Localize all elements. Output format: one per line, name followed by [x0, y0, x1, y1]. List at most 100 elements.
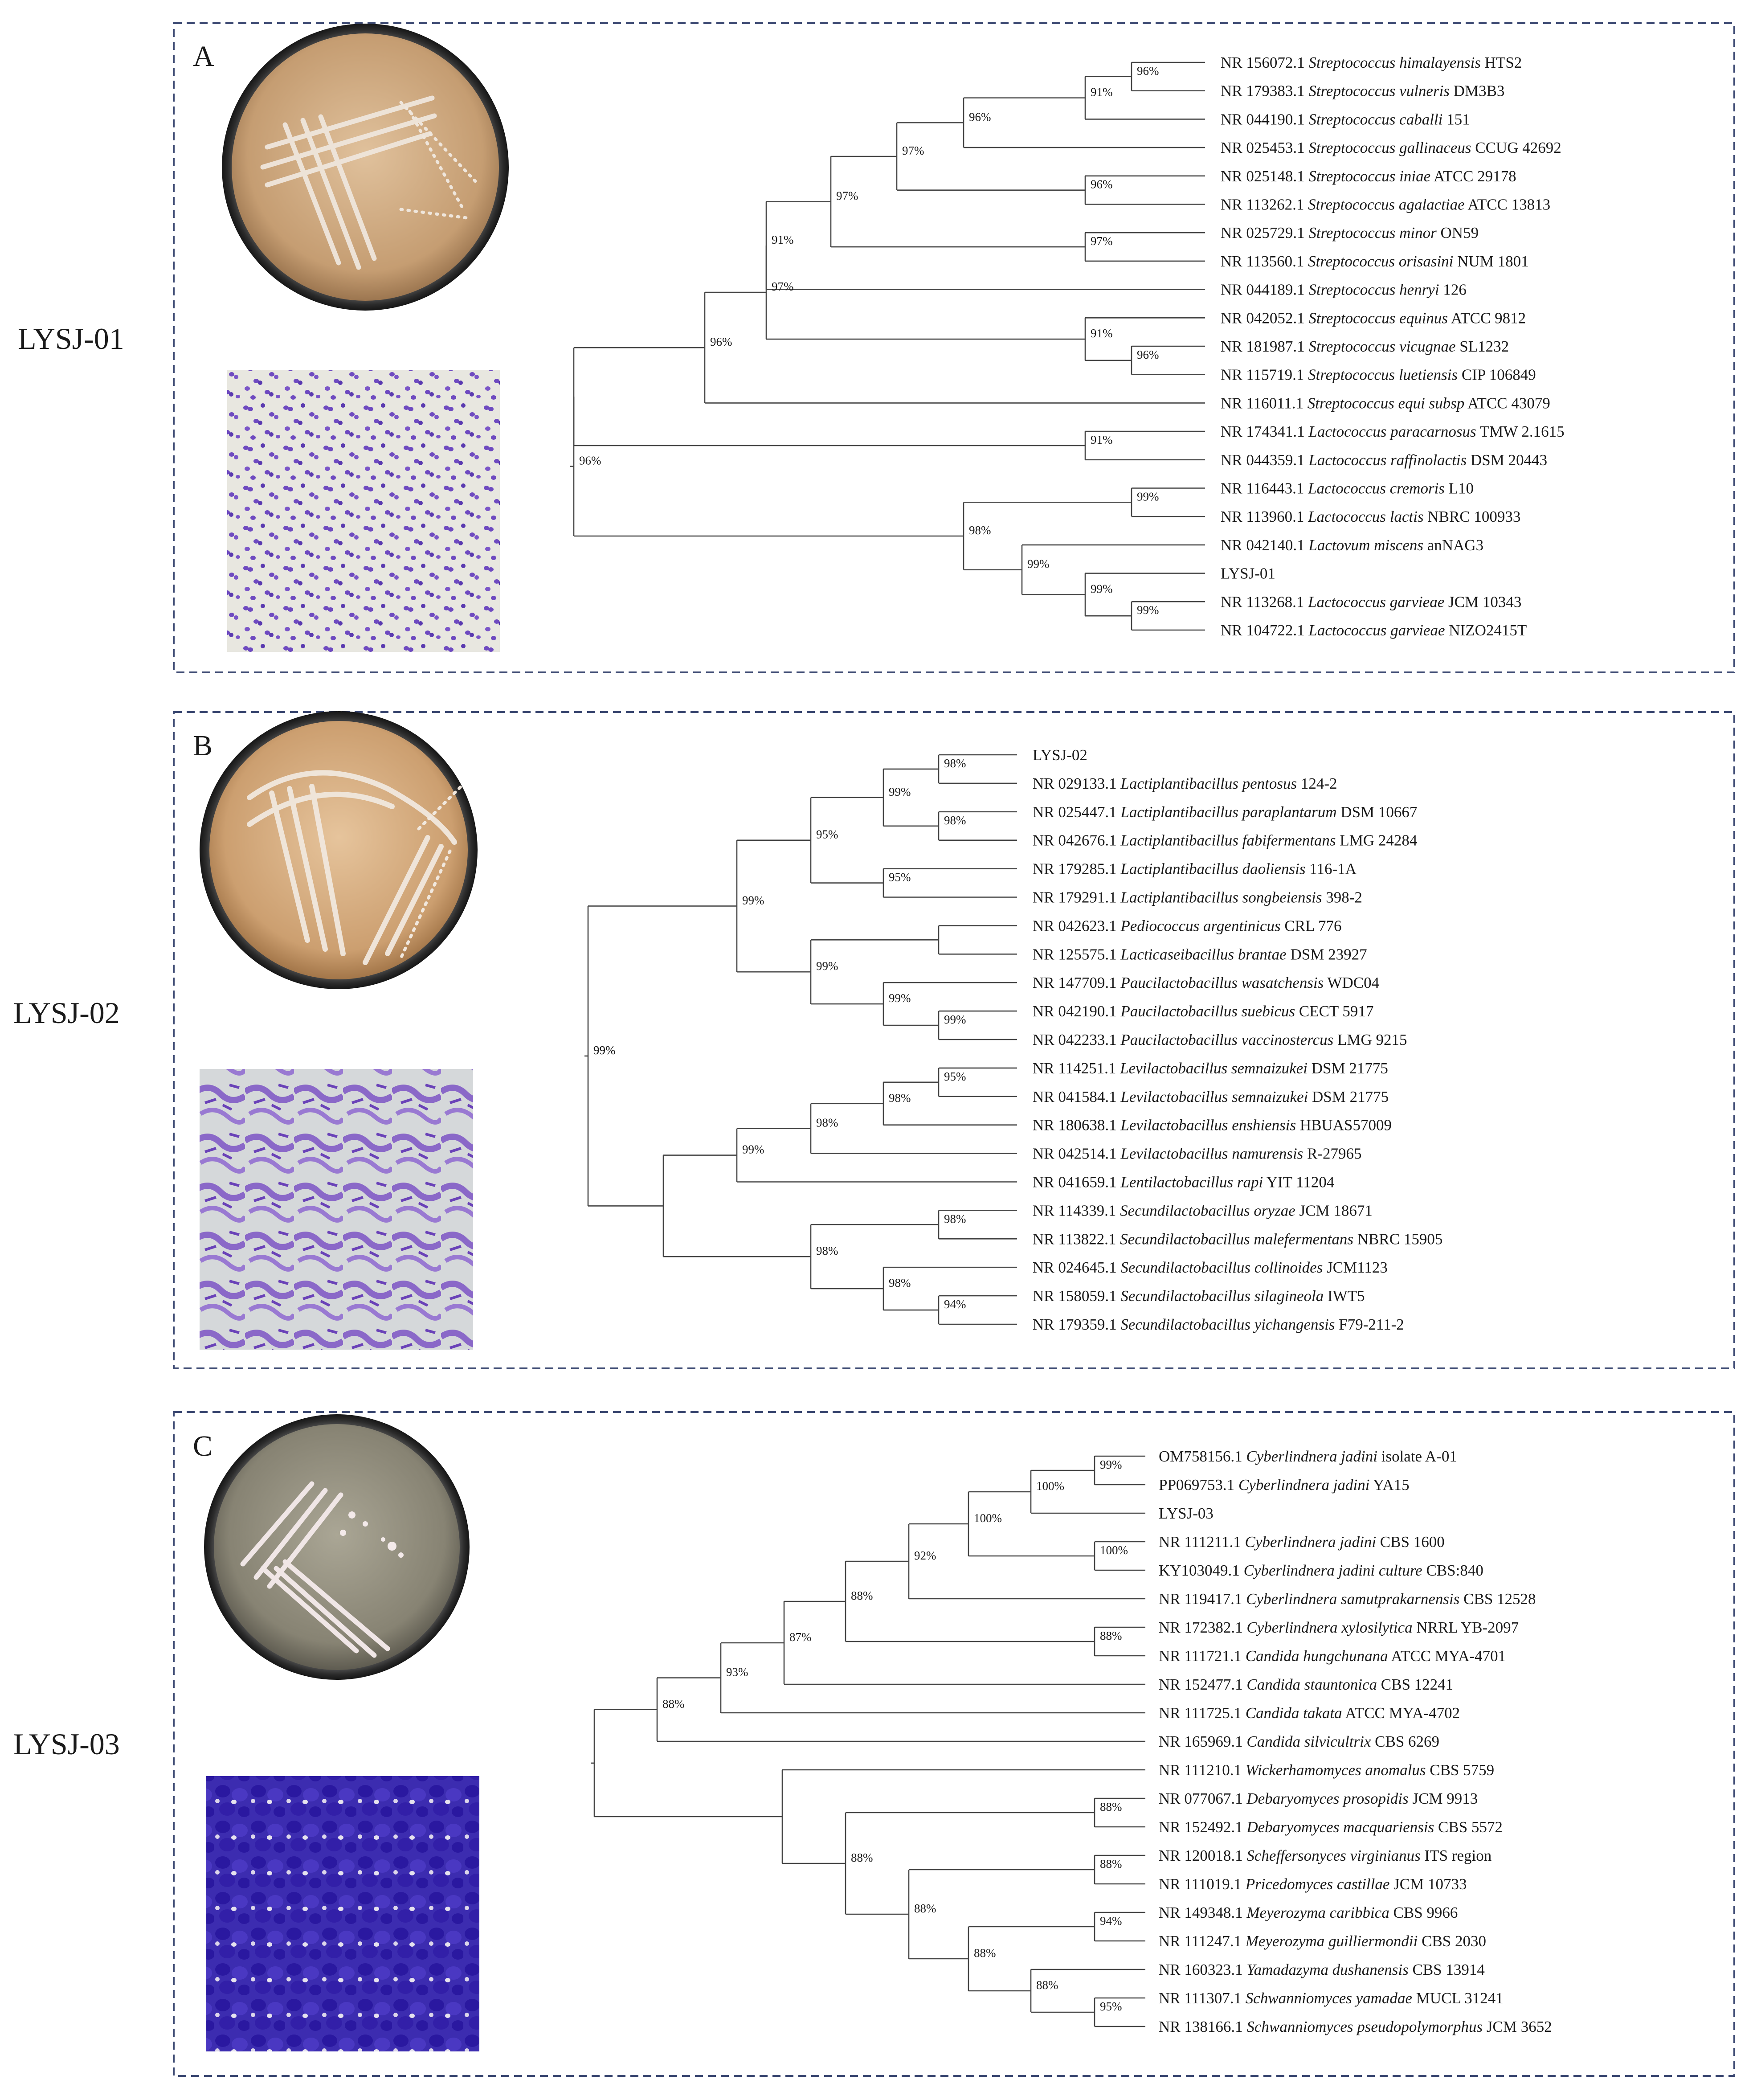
- leaf-species: Cyberlindnera jadini: [1241, 1533, 1376, 1551]
- leaf-strain: 151: [1442, 111, 1470, 128]
- tree-bootstrap-value: 96%: [710, 335, 732, 348]
- leaf-accession: NR 114339.1: [1033, 1202, 1116, 1219]
- leaf-strain: 124-2: [1297, 775, 1337, 792]
- leaf-accession: NR 042190.1: [1033, 1003, 1117, 1020]
- tree-bootstrap-value: 88%: [914, 1902, 936, 1915]
- panel-c-label: C: [193, 1430, 212, 1462]
- leaf-species: Cyberlindnera samutprakarnensis: [1242, 1590, 1459, 1608]
- leaf-accession: NR 041584.1: [1033, 1088, 1117, 1105]
- leaf-strain: ITS region: [1421, 1847, 1491, 1864]
- leaf-strain: DM3B3: [1450, 82, 1505, 100]
- tree-leaf-label: NR 138166.1 Schwanniomyces pseudopolymor…: [1159, 2018, 1552, 2035]
- tree-bootstrap-value: 99%: [1100, 1458, 1122, 1471]
- leaf-strain: NBRC 15905: [1353, 1230, 1442, 1248]
- leaf-accession: NR 158059.1: [1033, 1287, 1117, 1305]
- panel-b-frame: [173, 711, 1735, 1369]
- leaf-accession: LYSJ-03: [1159, 1505, 1214, 1522]
- tree-bootstrap-value: 92%: [914, 1549, 936, 1562]
- tree-leaf-label: NR 125575.1 Lacticaseibacillus brantae D…: [1033, 946, 1367, 963]
- tree-bootstrap-value: 99%: [593, 1044, 616, 1057]
- tree-leaf-label: NR 042676.1 Lactiplantibacillus fabiferm…: [1033, 832, 1417, 849]
- leaf-strain: NRRL YB-2097: [1413, 1619, 1519, 1636]
- leaf-species: Streptococcus gallinaceus: [1305, 139, 1471, 156]
- leaf-accession: NR 114251.1: [1033, 1060, 1116, 1077]
- leaf-species: Lactiplantibacillus pentosus: [1117, 775, 1297, 792]
- leaf-accession: NR 044190.1: [1221, 111, 1305, 128]
- leaf-strain: CBS 12528: [1459, 1590, 1536, 1608]
- leaf-strain: CCUG 42692: [1471, 139, 1561, 156]
- leaf-strain: ATCC 43079: [1464, 394, 1550, 412]
- leaf-accession: NR 179359.1: [1033, 1316, 1117, 1333]
- tree-bootstrap-value: 97%: [902, 144, 924, 157]
- leaf-accession: NR 111210.1: [1159, 1761, 1242, 1779]
- leaf-accession: NR 111725.1: [1159, 1704, 1242, 1722]
- leaf-accession: NR 029133.1: [1033, 775, 1117, 792]
- tree-leaf-label: NR 042190.1 Paucilactobacillus suebicus …: [1033, 1003, 1373, 1020]
- leaf-accession: NR 138166.1: [1159, 2018, 1243, 2035]
- leaf-species: Streptococcus luetiensis: [1304, 366, 1458, 384]
- leaf-species: Lactococcus garvieae: [1305, 622, 1445, 639]
- tree-bootstrap-value: 96%: [1137, 64, 1159, 78]
- leaf-accession: NR 160323.1: [1159, 1961, 1243, 1978]
- leaf-species: Lactococcus garvieae: [1304, 593, 1444, 610]
- leaf-strain: NIZO2415T: [1445, 622, 1527, 639]
- leaf-accession: NR 125575.1: [1033, 946, 1117, 963]
- leaf-species: Lactococcus paracarnosus: [1305, 423, 1476, 440]
- leaf-species: Paucilactobacillus wasatchensis: [1117, 974, 1324, 991]
- tree-bootstrap-value: 99%: [1091, 582, 1113, 595]
- leaf-accession: NR 120018.1: [1159, 1847, 1243, 1864]
- tree-leaf-label: NR 158059.1 Secundilactobacillus silagin…: [1033, 1287, 1365, 1305]
- tree-leaf-label: NR 044359.1 Lactococcus raffinolactis DS…: [1221, 451, 1547, 469]
- tree-leaf-label: NR 024645.1 Secundilactobacillus collino…: [1033, 1259, 1388, 1276]
- tree-bootstrap-value: 99%: [1027, 557, 1050, 571]
- leaf-species: Paucilactobacillus suebicus: [1117, 1003, 1295, 1020]
- tree-bootstrap-value: 88%: [1100, 1800, 1122, 1813]
- leaf-species: Streptococcus henryi: [1305, 281, 1439, 299]
- tree-leaf-label: NR 115719.1 Streptococcus luetiensis CIP…: [1221, 366, 1536, 384]
- tree-leaf-label: OM758156.1 Cyberlindnera jadini isolate …: [1159, 1448, 1457, 1465]
- leaf-species: Lactiplantibacillus daoliensis: [1117, 860, 1306, 878]
- tree-bootstrap-value: 97%: [772, 280, 794, 293]
- tree-bootstrap-value: 94%: [944, 1298, 966, 1311]
- leaf-species: Secundilactobacillus yichangensis: [1117, 1316, 1335, 1333]
- tree-bootstrap-value: 98%: [816, 1244, 838, 1257]
- tree-leaf-label: NR 113960.1 Lactococcus lactis NBRC 1009…: [1221, 508, 1520, 525]
- leaf-accession: NR 025148.1: [1221, 168, 1305, 185]
- leaf-strain: F79-211-2: [1335, 1316, 1404, 1333]
- leaf-species: Lactiplantibacillus paraplantarum: [1117, 803, 1337, 821]
- leaf-strain: HBUAS57009: [1296, 1117, 1392, 1134]
- leaf-species: Candida stauntonica: [1243, 1676, 1377, 1693]
- leaf-accession: NR 111247.1: [1159, 1932, 1242, 1950]
- leaf-accession: NR 174341.1: [1221, 423, 1305, 440]
- leaf-accession: NR 111307.1: [1159, 1989, 1242, 2007]
- leaf-species: Streptococcus vicugnae: [1305, 338, 1456, 355]
- leaf-strain: ATCC MYA-4702: [1342, 1704, 1460, 1722]
- leaf-accession: NR 113262.1: [1221, 196, 1304, 213]
- leaf-accession: NR 025729.1: [1221, 224, 1305, 242]
- leaf-strain: ATCC 9812: [1448, 309, 1526, 327]
- leaf-accession: NR 025453.1: [1221, 139, 1305, 156]
- leaf-strain: 398-2: [1322, 889, 1362, 906]
- leaf-accession: NR 156072.1: [1221, 54, 1305, 71]
- tree-leaf-label: NR 041584.1 Levilactobacillus semnaizuke…: [1033, 1088, 1389, 1105]
- leaf-species: Levilactobacillus enshiensis: [1117, 1117, 1296, 1134]
- tree-bootstrap-value: 96%: [1091, 178, 1113, 191]
- leaf-strain: CBS 5572: [1434, 1818, 1503, 1836]
- leaf-species: Meyerozyma guilliermondii: [1242, 1932, 1418, 1950]
- leaf-strain: IWT5: [1324, 1287, 1365, 1305]
- leaf-species: Levilactobacillus semnaizukei: [1117, 1088, 1308, 1105]
- leaf-strain: DSM 10667: [1337, 803, 1418, 821]
- leaf-strain: MUCL 31241: [1412, 1989, 1504, 2007]
- tree-leaf-label: NR 174341.1 Lactococcus paracarnosus TMW…: [1221, 423, 1565, 440]
- leaf-species: Lactovum miscens: [1305, 536, 1423, 554]
- panel-a-label: A: [193, 40, 214, 73]
- leaf-strain: NBRC 100933: [1424, 508, 1521, 525]
- tree-leaf-label: NR 152492.1 Debaryomyces macquariensis C…: [1159, 1818, 1503, 1836]
- tree-leaf-label: NR 041659.1 Lentilactobacillus rapi YIT …: [1033, 1174, 1334, 1191]
- leaf-accession: NR 042140.1: [1221, 536, 1305, 554]
- panel-a-frame: [173, 22, 1735, 673]
- tree-bootstrap-value: 91%: [1091, 86, 1113, 99]
- tree-bootstrap-value: 98%: [944, 757, 966, 770]
- leaf-species: Streptococcus iniae: [1305, 168, 1431, 185]
- tree-bootstrap-value: 95%: [816, 828, 838, 841]
